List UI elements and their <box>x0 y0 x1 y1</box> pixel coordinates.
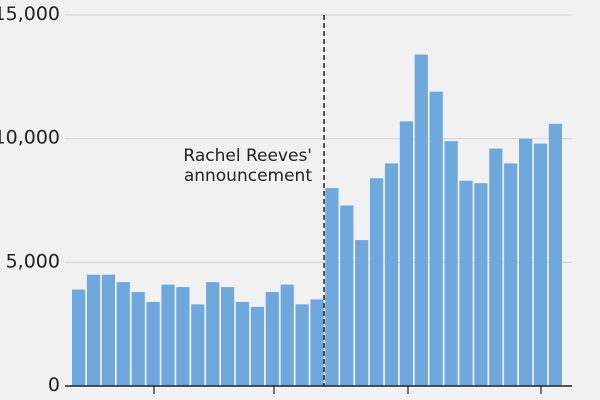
bar <box>548 123 562 387</box>
bar <box>235 301 250 386</box>
bar <box>340 205 354 386</box>
bar <box>519 138 533 386</box>
bar <box>221 287 235 386</box>
y-axis-labels: 0 5,000 10,000 15,000 <box>0 3 60 396</box>
bar <box>72 289 86 386</box>
annotation-label: Rachel Reeves' <box>183 146 312 166</box>
bar <box>116 282 130 386</box>
y-tick-label: 0 <box>48 374 60 396</box>
bar <box>131 292 145 386</box>
bar <box>146 301 160 386</box>
bar <box>280 284 294 386</box>
bar <box>86 274 101 386</box>
bar <box>206 282 220 386</box>
bar <box>265 292 279 386</box>
bar <box>355 240 369 386</box>
bar <box>489 148 503 386</box>
bar <box>161 284 175 386</box>
y-tick-label: 10,000 <box>0 127 60 149</box>
annotation: Rachel Reeves'announcement <box>183 15 325 386</box>
bar <box>444 141 458 386</box>
bar <box>191 304 205 386</box>
bar <box>370 178 384 386</box>
bar <box>176 287 190 386</box>
bar <box>101 274 115 386</box>
bar <box>504 163 518 386</box>
y-tick-label: 15,000 <box>0 3 60 25</box>
bar <box>533 143 548 386</box>
bar <box>310 299 324 386</box>
bar <box>325 188 339 386</box>
bars <box>72 54 562 387</box>
bar <box>295 304 309 386</box>
bar <box>459 180 473 386</box>
bar <box>414 54 428 386</box>
bar <box>399 121 413 386</box>
y-tick-label: 5,000 <box>6 250 60 272</box>
bar <box>250 306 264 386</box>
bar <box>429 91 443 386</box>
bar <box>474 183 488 386</box>
x-axis <box>65 385 572 394</box>
annotation-label: announcement <box>184 166 313 186</box>
bar <box>384 163 399 386</box>
